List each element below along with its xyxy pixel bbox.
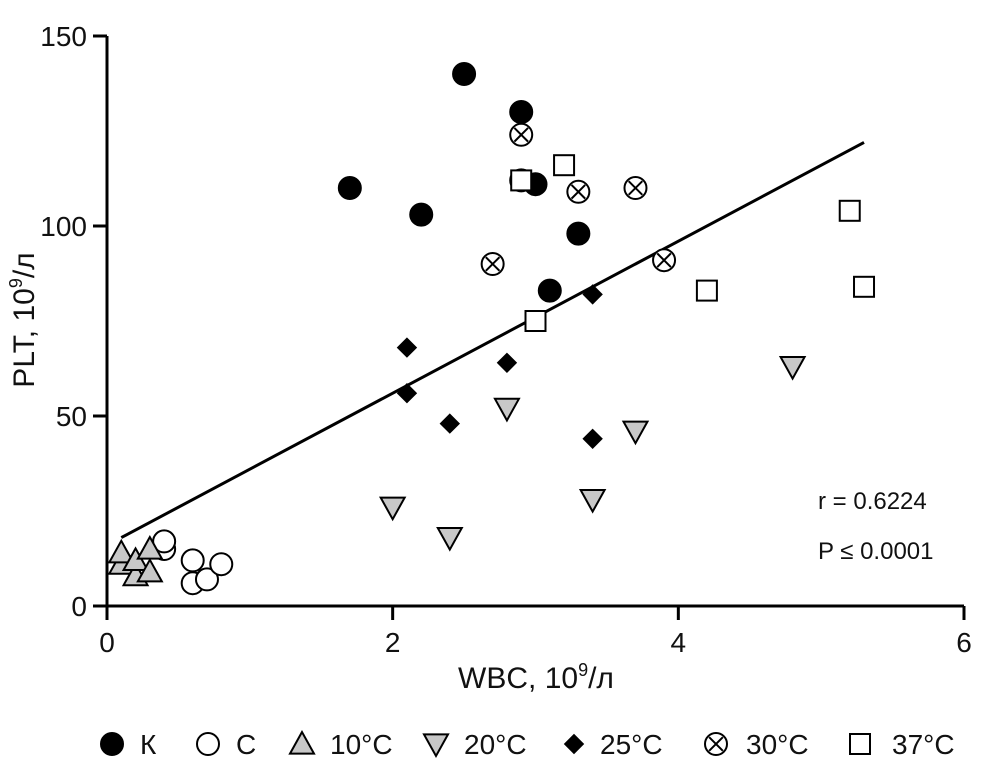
p-value-annotation: P ≤ 0.0001 xyxy=(818,538,934,565)
y-tick-label: 150 xyxy=(40,21,87,52)
legend-marker xyxy=(422,733,450,759)
y-tick-label: 0 xyxy=(71,591,87,622)
data-point-series-3 xyxy=(436,527,464,552)
data-point-series-0 xyxy=(537,278,562,303)
x-tick-label: 2 xyxy=(385,627,401,658)
data-point-series-5 xyxy=(480,252,505,276)
data-point-series-4 xyxy=(582,428,603,450)
x-axis-title: WBC, 109/л xyxy=(458,660,614,695)
y-tick-label: 100 xyxy=(40,211,87,242)
r-value-annotation: r = 0.6224 xyxy=(818,488,927,515)
legend-item: 30°C xyxy=(704,729,809,760)
data-point-series-0 xyxy=(452,62,477,86)
data-point-series-1 xyxy=(209,552,234,577)
data-point-series-4 xyxy=(582,284,603,305)
data-point-series-6 xyxy=(853,275,876,298)
legend-label: 37°C xyxy=(892,729,955,760)
legend-item: К xyxy=(100,729,157,760)
legend-marker xyxy=(704,732,728,756)
data-point-series-5 xyxy=(566,179,591,204)
regression-line xyxy=(120,141,865,539)
plot-area: 0 2 4 6 0 50 100 150 WBC, 109/л PLT, 109/л r =… xyxy=(6,21,972,695)
data-point-series-0 xyxy=(337,176,362,200)
data-point-series-6 xyxy=(838,199,861,222)
legend-item: 20°C xyxy=(422,729,527,760)
data-point-series-1 xyxy=(194,567,219,592)
data-point-series-6 xyxy=(524,310,547,332)
legend-item: С xyxy=(196,729,256,760)
data-point-series-4 xyxy=(496,352,518,374)
data-point-series-3 xyxy=(778,356,807,381)
legend-label: С xyxy=(236,729,256,760)
data-point-series-5 xyxy=(652,248,677,273)
legend-marker xyxy=(196,732,220,756)
data-point-series-6 xyxy=(553,154,576,177)
legend-label: 25°C xyxy=(600,729,663,760)
legend-item: 37°C xyxy=(849,729,955,760)
data-point-series-5 xyxy=(509,122,534,147)
data-point-series-3 xyxy=(493,397,521,423)
y-tick-label: 50 xyxy=(56,401,87,432)
legend: К С 10°C 20°C 25°C 30°C 37°C xyxy=(100,729,955,760)
data-point-series-3 xyxy=(578,489,607,514)
x-axis-ticks: 0 2 4 6 xyxy=(99,606,972,658)
x-tick-label: 0 xyxy=(99,627,115,658)
legend-label: 20°C xyxy=(464,729,527,760)
legend-item: 10°C xyxy=(288,729,393,760)
data-point-series-2 xyxy=(107,538,135,564)
data-point-series-2 xyxy=(136,557,164,583)
legend-marker xyxy=(100,732,124,756)
x-tick-label: 6 xyxy=(956,627,972,658)
data-point-series-5 xyxy=(623,176,648,200)
legend-label: 30°C xyxy=(746,729,809,760)
legend-label: К xyxy=(140,729,157,760)
data-points xyxy=(107,62,876,596)
legend-marker xyxy=(849,733,871,755)
y-axis-ticks: 0 50 100 150 xyxy=(40,21,107,622)
data-point-series-4 xyxy=(439,413,461,434)
x-tick-label: 4 xyxy=(671,627,687,658)
data-point-series-0 xyxy=(509,100,534,124)
data-point-series-3 xyxy=(621,420,650,446)
data-point-series-0 xyxy=(409,202,434,227)
legend-marker xyxy=(563,733,585,755)
legend-item: 25°C xyxy=(563,729,663,760)
data-point-series-4 xyxy=(396,382,418,404)
data-point-series-1 xyxy=(180,548,205,573)
data-point-series-4 xyxy=(396,337,418,358)
data-point-series-6 xyxy=(510,169,533,192)
y-axis-title: PLT, 109/л xyxy=(6,252,41,387)
data-point-series-3 xyxy=(378,496,407,522)
data-point-series-6 xyxy=(695,279,718,302)
legend-marker xyxy=(288,729,316,755)
data-point-series-0 xyxy=(566,221,591,246)
legend-label: 10°C xyxy=(330,729,393,760)
